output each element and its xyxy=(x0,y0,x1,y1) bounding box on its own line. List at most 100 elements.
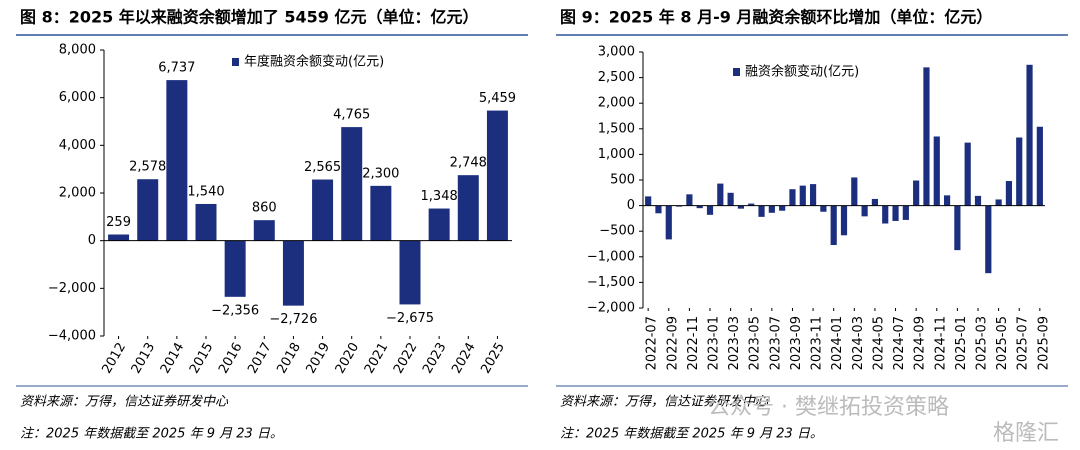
bar xyxy=(892,205,899,221)
x-tick-label: 2015 xyxy=(187,340,217,376)
x-tick-label: 2024-09 xyxy=(913,316,928,370)
y-tick-label: −2,000 xyxy=(587,301,635,316)
x-tick-label: 2023-11 xyxy=(810,316,825,370)
data-label: −2,675 xyxy=(386,311,434,326)
bar xyxy=(486,110,508,241)
bar xyxy=(758,205,765,217)
x-tick-label: 2024 xyxy=(449,340,479,376)
x-tick-label: 2022-11 xyxy=(686,316,701,370)
y-tick-label: 0 xyxy=(627,198,635,213)
bar xyxy=(166,80,188,241)
data-label: 2,578 xyxy=(129,160,166,175)
bar xyxy=(282,240,304,306)
y-tick-label: 2,500 xyxy=(598,70,635,85)
bar xyxy=(830,205,837,246)
data-label: 1,540 xyxy=(187,184,224,199)
bar xyxy=(964,142,971,206)
bar xyxy=(665,205,672,240)
bar xyxy=(851,177,858,206)
data-label: 1,348 xyxy=(421,189,458,204)
bar xyxy=(789,189,796,206)
bar xyxy=(1026,64,1033,206)
x-tick-label: 2022 xyxy=(391,340,421,376)
source: 资料来源：万得，信达证券研发中心 xyxy=(20,395,229,410)
bar xyxy=(933,136,940,206)
bar xyxy=(195,203,217,241)
bar xyxy=(748,203,755,206)
bar xyxy=(820,205,827,212)
bar xyxy=(913,180,920,206)
x-tick-label: 2025-03 xyxy=(975,316,990,370)
x-tick-label: 2024-03 xyxy=(851,316,866,370)
bar xyxy=(137,179,159,241)
bar xyxy=(457,175,479,241)
data-label: 2,300 xyxy=(362,166,399,181)
bar xyxy=(253,220,275,241)
bar xyxy=(428,208,450,241)
data-label: 259 xyxy=(106,215,131,230)
x-tick-label: 2024-07 xyxy=(892,316,907,370)
bar xyxy=(655,205,662,214)
bar xyxy=(871,198,879,206)
y-tick-label: 0 xyxy=(88,233,96,248)
x-tick-label: 2022-07 xyxy=(645,316,660,370)
bar xyxy=(737,205,745,209)
bar xyxy=(799,185,806,206)
y-tick-label: −1,500 xyxy=(587,275,635,290)
x-tick-label: 2019 xyxy=(304,340,334,376)
x-tick-label: 2012 xyxy=(100,340,130,376)
x-tick-label: 2022-09 xyxy=(665,316,680,370)
y-tick-label: 2,000 xyxy=(59,186,96,201)
bar xyxy=(706,205,714,215)
x-tick-label: 2025-09 xyxy=(1036,316,1051,370)
legend-label: 年度融资余额变动(亿元) xyxy=(244,54,384,70)
y-tick-label: −500 xyxy=(599,224,635,239)
bar xyxy=(224,240,246,297)
bar xyxy=(779,205,786,211)
chart-title: 图 9：2025 年 8 月-9 月融资余额环比增加（单位：亿元） xyxy=(560,8,992,27)
bar xyxy=(370,185,392,241)
bar xyxy=(861,205,868,217)
bar xyxy=(902,205,909,220)
x-tick-label: 2014 xyxy=(158,340,188,376)
legend-label: 融资余额变动(亿元) xyxy=(745,64,859,80)
bar xyxy=(675,205,683,207)
y-tick-label: 6,000 xyxy=(59,90,96,105)
bar xyxy=(1005,181,1013,206)
bar xyxy=(108,234,130,241)
y-tick-label: 2,000 xyxy=(598,96,635,111)
bar xyxy=(882,205,889,224)
bar xyxy=(727,192,734,206)
y-tick-label: 8,000 xyxy=(59,43,96,58)
y-tick-label: 1,500 xyxy=(598,121,635,136)
bar xyxy=(399,240,421,305)
bar xyxy=(686,194,693,206)
x-tick-label: 2017 xyxy=(245,340,275,376)
bar xyxy=(341,127,363,241)
x-tick-label: 2023-07 xyxy=(768,316,783,370)
bar xyxy=(840,205,848,236)
bar xyxy=(995,199,1002,206)
x-tick-label: 2025 xyxy=(478,340,508,376)
data-label: 6,737 xyxy=(158,61,195,76)
bar xyxy=(985,205,992,274)
y-tick-label: 500 xyxy=(610,173,635,188)
x-tick-label: 2023-03 xyxy=(727,316,742,370)
x-tick-label: 2021 xyxy=(362,340,392,376)
data-label: −2,726 xyxy=(269,312,317,327)
y-tick-label: 3,000 xyxy=(598,45,635,60)
note: 注：2025 年数据截至 2025 年 9 月 23 日。 xyxy=(20,427,283,442)
data-label: 4,765 xyxy=(333,108,370,123)
data-label: −2,356 xyxy=(211,303,259,318)
data-label: 2,748 xyxy=(450,156,487,171)
x-tick-label: 2016 xyxy=(216,340,246,376)
y-tick-label: −4,000 xyxy=(48,329,96,344)
y-tick-label: 1,000 xyxy=(598,147,635,162)
bar xyxy=(1036,126,1043,206)
bar xyxy=(312,179,334,241)
y-tick-label: −1,000 xyxy=(587,249,635,264)
bar xyxy=(768,205,775,213)
x-tick-label: 2013 xyxy=(129,340,159,376)
data-label: 2,565 xyxy=(304,160,341,175)
bar xyxy=(943,195,951,206)
